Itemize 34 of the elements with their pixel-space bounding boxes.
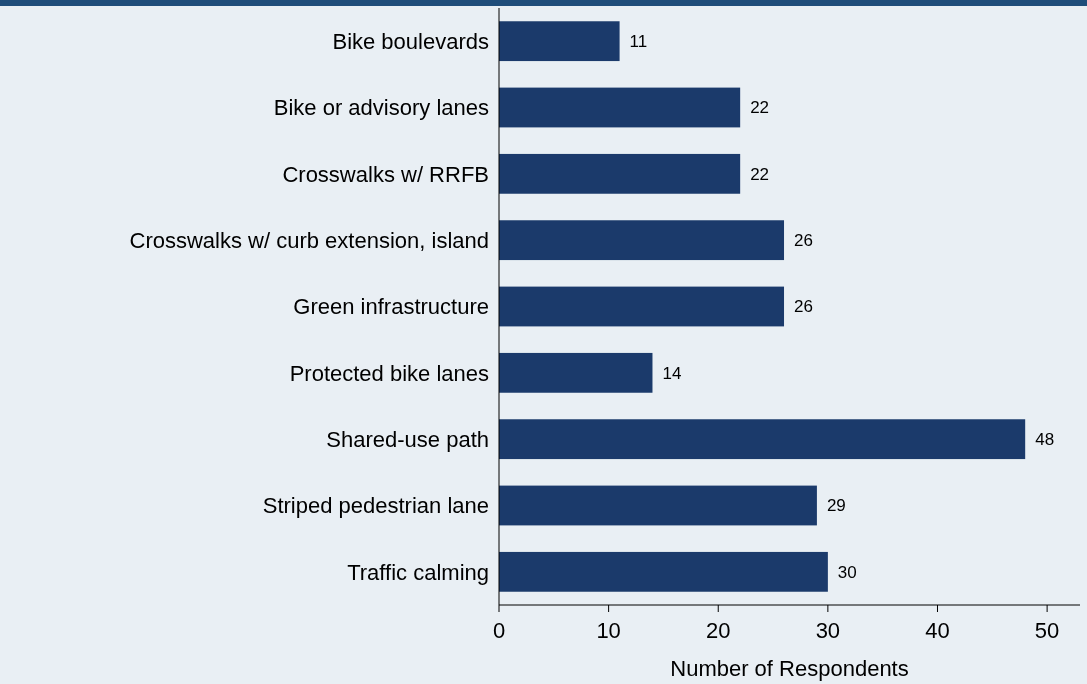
x-tick-label: 0 bbox=[492, 618, 506, 643]
bar bbox=[499, 21, 620, 62]
y-tick-label: Green infrastructure bbox=[293, 294, 489, 320]
data-label: 22 bbox=[750, 164, 770, 184]
data-label: 11 bbox=[629, 32, 648, 52]
data-label: 26 bbox=[794, 297, 813, 317]
data-label: 30 bbox=[837, 562, 857, 582]
bar bbox=[499, 286, 785, 327]
bar bbox=[499, 220, 785, 261]
y-tick-label: Bike or advisory lanes bbox=[273, 95, 489, 121]
x-tick-label: 40 bbox=[925, 618, 950, 643]
x-tick-label: 30 bbox=[815, 618, 841, 643]
bar bbox=[499, 419, 1026, 460]
y-tick-label: Protected bike lanes bbox=[289, 360, 489, 386]
bar bbox=[499, 153, 741, 194]
bar bbox=[499, 352, 653, 393]
y-tick-label: Shared-use path bbox=[326, 426, 489, 452]
data-label: 26 bbox=[794, 231, 813, 251]
bar bbox=[499, 87, 741, 128]
data-label: 48 bbox=[1035, 430, 1055, 450]
y-tick-label: Crosswalks w/ RRFB bbox=[282, 161, 489, 187]
bar bbox=[499, 485, 817, 526]
data-label: 22 bbox=[750, 98, 770, 118]
y-tick-label: Bike boulevards bbox=[332, 28, 489, 54]
x-tick-label: 20 bbox=[706, 618, 731, 643]
bar bbox=[499, 551, 828, 592]
x-tick-label: 10 bbox=[596, 618, 621, 643]
data-label: 14 bbox=[662, 363, 682, 383]
x-tick-label: 50 bbox=[1034, 618, 1060, 643]
y-tick-label: Striped pedestrian lane bbox=[262, 493, 489, 519]
data-label: 29 bbox=[826, 496, 846, 516]
x-axis-title: Number of Respondents bbox=[670, 656, 909, 681]
y-tick-label: Traffic calming bbox=[347, 559, 489, 585]
y-tick-label: Crosswalks w/ curb extension, island bbox=[129, 227, 489, 253]
